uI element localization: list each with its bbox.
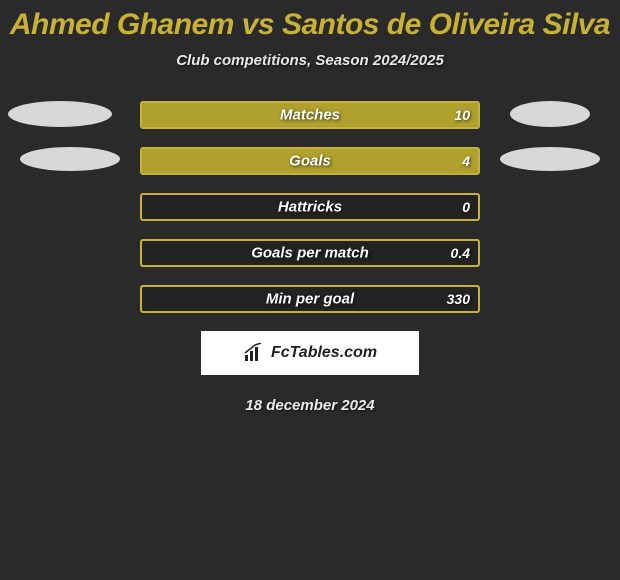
- stat-row: Goals4: [140, 147, 480, 175]
- chart-area: Matches10 Goals4 Hattricks0 Goals per match…: [0, 101, 620, 313]
- chart-icon: [243, 343, 265, 363]
- stat-label: Matches: [142, 107, 478, 124]
- stat-value: 0: [462, 199, 470, 215]
- stat-value: 0.4: [451, 245, 470, 261]
- stat-label: Goals per match: [142, 245, 478, 262]
- player2-photo-placeholder-1: [510, 101, 590, 127]
- player1-photo-placeholder-1: [8, 101, 112, 127]
- comparison-title: Ahmed Ghanem vs Santos de Oliveira Silva: [0, 0, 620, 42]
- stat-label: Goals: [142, 153, 478, 170]
- stat-value: 10: [454, 107, 470, 123]
- source-logo-box: FcTables.com: [201, 331, 419, 375]
- stat-value: 4: [462, 153, 470, 169]
- stat-row: Matches10: [140, 101, 480, 129]
- player2-photo-placeholder-2: [500, 147, 600, 171]
- stat-label: Hattricks: [142, 199, 478, 216]
- stat-row: Goals per match0.4: [140, 239, 480, 267]
- source-logo-text: FcTables.com: [271, 344, 377, 362]
- stat-row: Hattricks0: [140, 193, 480, 221]
- stat-bars: Matches10 Goals4 Hattricks0 Goals per match…: [140, 101, 480, 313]
- season-subtitle: Club competitions, Season 2024/2025: [0, 52, 620, 69]
- stat-label: Min per goal: [142, 291, 478, 308]
- stat-row: Min per goal330: [140, 285, 480, 313]
- player1-photo-placeholder-2: [20, 147, 120, 171]
- snapshot-date: 18 december 2024: [0, 397, 620, 414]
- stat-value: 330: [447, 291, 470, 307]
